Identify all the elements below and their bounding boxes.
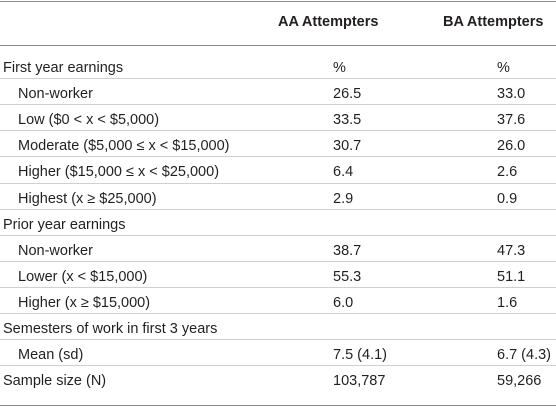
cell-value: % [333, 60, 346, 76]
row-label: Highest (x ≥ $25,000) [18, 190, 157, 207]
cell-value: 26.0 [497, 138, 526, 155]
row-label: Higher ($15,000 ≤ x < $25,000) [18, 164, 220, 181]
row-rule [0, 339, 556, 341]
row-rule [0, 234, 556, 236]
cell-value: 6.4 [333, 164, 354, 181]
cell-value: 6.0 [333, 294, 354, 311]
cell-value: 2.9 [333, 190, 354, 207]
cell-value: 0.9 [497, 190, 518, 207]
row-rule [0, 405, 556, 406]
row-rule [0, 156, 556, 158]
cell-value: 55.3 [333, 268, 362, 285]
cell-value: 51.1 [497, 268, 526, 285]
cell-value: 47.3 [497, 242, 526, 259]
cell-value: 2.6 [497, 164, 518, 181]
row-label: Semesters of work in first 3 years [3, 321, 218, 337]
row-rule [0, 286, 556, 288]
row-rule [0, 104, 556, 106]
row-rule [0, 78, 556, 80]
row-label: Moderate ($5,000 ≤ x < $15,000) [18, 138, 230, 155]
row-rule [0, 45, 556, 46]
row-label: Lower (x < $15,000) [18, 268, 148, 285]
row-label: First year earnings [3, 60, 124, 76]
cell-value: 33.0 [497, 86, 526, 103]
row-label: Sample size (N) [3, 373, 107, 390]
row-label: Higher (x ≥ $15,000) [18, 294, 151, 311]
row-rule [0, 182, 556, 184]
cell-value: 1.6 [497, 294, 518, 311]
column-header: BA Attempters [443, 14, 544, 30]
cell-value: 6.7 (4.3) [497, 347, 551, 364]
column-header: AA Attempters [278, 14, 379, 30]
cell-value: 30.7 [333, 138, 362, 155]
row-label: Non-worker [18, 86, 93, 103]
row-rule [0, 208, 556, 210]
row-rule [0, 365, 556, 367]
row-rule [0, 313, 556, 314]
row-rule [0, 130, 556, 132]
cell-value: 59,266 [497, 373, 542, 390]
cell-value: 37.6 [497, 112, 526, 129]
row-label: Low ($0 < x < $5,000) [18, 112, 160, 129]
cell-value: % [497, 60, 510, 76]
row-label: Mean (sd) [18, 347, 84, 364]
cell-value: 7.5 (4.1) [333, 347, 387, 364]
cell-value: 33.5 [333, 112, 362, 129]
cell-value: 26.5 [333, 86, 362, 103]
row-rule [0, 260, 556, 262]
row-label: Prior year earnings [3, 216, 126, 233]
cell-value: 103,787 [333, 373, 386, 390]
cell-value: 38.7 [333, 242, 362, 259]
row-rule [0, 1, 556, 2]
row-label: Non-worker [18, 242, 93, 259]
